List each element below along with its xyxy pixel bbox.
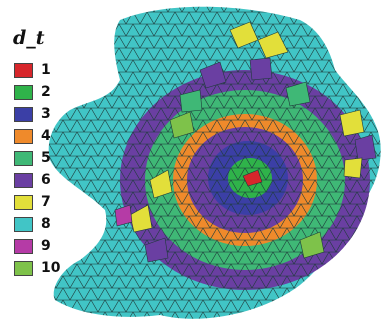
mesh-center-red bbox=[242, 169, 263, 187]
legend-label-2: 2 bbox=[41, 84, 51, 100]
legend-item-5: 5 bbox=[14, 149, 51, 167]
legend-item-7: 7 bbox=[14, 193, 51, 211]
mesh-patches bbox=[114, 21, 377, 263]
legend-label-8: 8 bbox=[41, 216, 51, 232]
legend-label-9: 9 bbox=[41, 238, 51, 254]
legend-label-5: 5 bbox=[41, 150, 51, 166]
legend-swatch-4 bbox=[14, 128, 33, 144]
legend-label-3: 3 bbox=[41, 106, 51, 122]
legend-item-3: 3 bbox=[14, 105, 51, 123]
legend-swatch-3 bbox=[14, 106, 33, 122]
legend-swatch-2 bbox=[14, 84, 33, 100]
legend: d_t 1 2 3 4 5 6 7 8 9 10 bbox=[0, 0, 90, 327]
legend-item-4: 4 bbox=[14, 127, 51, 145]
legend-label-1: 1 bbox=[41, 62, 51, 78]
legend-item-8: 8 bbox=[14, 215, 51, 233]
legend-swatch-5 bbox=[14, 150, 33, 166]
legend-item-10: 10 bbox=[14, 259, 60, 277]
legend-item-1: 1 bbox=[14, 61, 51, 79]
legend-swatch-9 bbox=[14, 238, 33, 254]
legend-label-10: 10 bbox=[41, 260, 61, 276]
legend-swatch-6 bbox=[14, 172, 33, 188]
legend-swatch-7 bbox=[14, 194, 33, 210]
legend-label-6: 6 bbox=[41, 172, 51, 188]
legend-swatch-10 bbox=[14, 260, 33, 276]
legend-label-4: 4 bbox=[41, 128, 51, 144]
legend-item-6: 6 bbox=[14, 171, 51, 189]
legend-swatch-1 bbox=[14, 62, 33, 78]
legend-swatch-8 bbox=[14, 216, 33, 232]
legend-label-7: 7 bbox=[41, 194, 51, 210]
legend-item-2: 2 bbox=[14, 83, 51, 101]
legend-item-9: 9 bbox=[14, 237, 51, 255]
legend-title: d_t bbox=[13, 27, 45, 49]
